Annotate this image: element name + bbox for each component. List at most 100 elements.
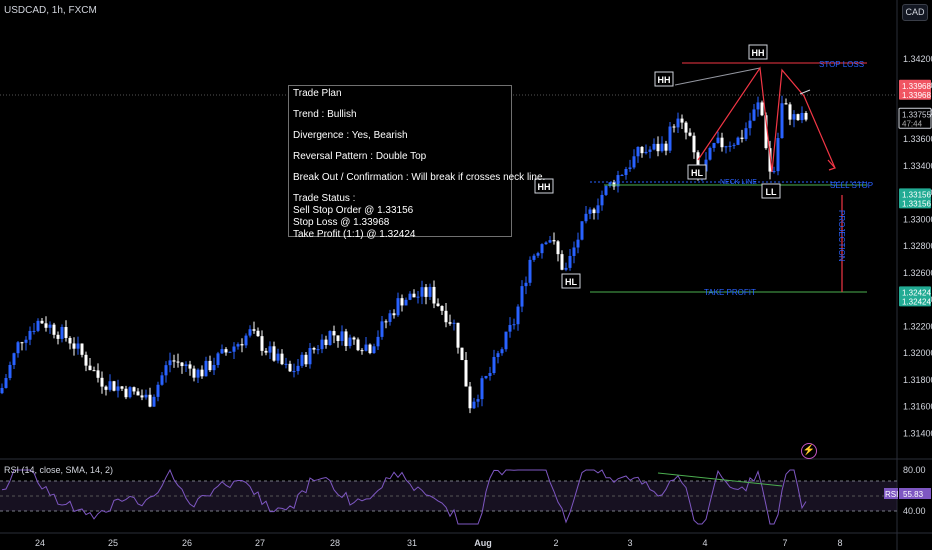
candle-body [572,247,576,256]
candle-body [412,293,416,298]
candle-body [740,137,744,139]
candle-body [792,114,796,120]
candle-body [0,387,4,394]
candle-body [600,194,604,206]
flash-icon[interactable]: ⚡ [801,443,817,459]
time-tick-label: 28 [330,538,340,548]
time-tick-label: 4 [702,538,707,548]
price-tick-label: 1.31400 [903,428,932,438]
time-tick-label: 27 [255,538,265,548]
candle-body [348,337,352,347]
candle-body [28,330,32,340]
rsi-value: 55.83 [903,490,924,499]
candle-body [680,118,684,123]
candle-body [116,386,120,391]
label-hh-low-box[interactable] [534,178,554,194]
candle-body [152,396,156,407]
candle-body [536,253,540,256]
candle-body [432,286,436,304]
candle-body [632,156,636,168]
candle-body [780,103,784,139]
symbol-header[interactable]: USDCAD, 1h, FXCM [4,5,97,16]
candle-body [380,321,384,337]
divergence-price-line[interactable] [674,67,761,86]
candle-body [484,375,488,379]
candle-body [8,364,12,379]
candle-body [448,322,452,324]
candle-body [228,351,232,353]
candles [0,95,808,414]
candle-body [180,362,184,367]
candle-body [744,128,748,139]
candle-body [208,360,212,371]
price-tick-label: 1.33000 [903,214,932,224]
label-ll: LL [766,187,777,197]
candle-body [524,282,528,287]
trade-plan-box[interactable]: Trade Plan Trend : Bullish Divergence : … [288,85,545,240]
candle-body [576,239,580,248]
candle-body [544,242,548,245]
candle-body [540,244,544,254]
stop-loss-label: STOP LOSS [819,60,864,69]
candle-body [260,336,264,351]
time-tick-label: 3 [627,538,632,548]
candle-body [344,331,348,347]
candle-body [436,303,440,307]
candle-body [732,144,736,146]
currency-button[interactable]: CAD [902,4,928,21]
candle-body [96,370,100,378]
label-hl-upper-box[interactable] [687,164,707,180]
candle-body [516,306,520,325]
rsi-header[interactable]: RSI (14, close, SMA, 14, 2) [4,465,114,475]
candle-body [144,394,148,398]
candle-body [176,361,180,363]
candle-body [164,365,168,376]
label-ll-box[interactable] [761,183,781,199]
double-top-path[interactable] [697,66,836,173]
candle-body [460,347,464,361]
rsi-line [1,468,807,525]
candle-body [60,327,64,339]
candle-body [692,135,696,153]
candle-body [336,335,340,341]
price-tag-value: 1.33968 [902,82,931,91]
trade-plan-title: Trade Plan [293,88,342,99]
candle-body [492,357,496,374]
trade-status-sell-stop: Sell Stop Order @ 1.33156 [293,205,414,216]
candle-body [40,320,44,324]
candle-body [316,349,320,351]
candle-body [36,320,40,331]
time-tick-label: 26 [182,538,192,548]
candle-body [332,331,336,336]
label-hh-top-box[interactable] [748,44,768,60]
candle-body [472,401,476,409]
candle-body [148,394,152,407]
candle-body [300,354,304,366]
price-tick-label: 1.31800 [903,375,932,385]
candle-body [324,339,328,346]
candle-body [440,306,444,311]
rsi-label-tag [884,488,898,499]
candle-body [684,122,688,133]
candle-body [184,364,188,367]
candle-body [108,381,112,390]
trade-status-take-profit: Take Profit (1:1) @ 1.32424 [293,229,416,240]
candle-body [804,112,808,120]
label-hh-mid: HH [658,75,671,85]
candle-body [204,360,208,377]
candle-body [464,360,468,387]
time-tick-label: 7 [782,538,787,548]
candle-body [592,209,596,214]
candle-body [220,349,224,354]
candle-body [672,126,676,128]
candle-body [292,371,296,373]
candle-body [612,182,616,187]
candle-body [188,364,192,369]
divergence-rsi-line[interactable] [657,472,783,487]
price-tick-label: 1.31600 [903,402,932,412]
label-hl-lower-box[interactable] [561,273,581,289]
label-hh-mid-box[interactable] [654,71,674,87]
time-tick-label: 25 [108,538,118,548]
price-tick-label: 1.33400 [903,161,932,171]
